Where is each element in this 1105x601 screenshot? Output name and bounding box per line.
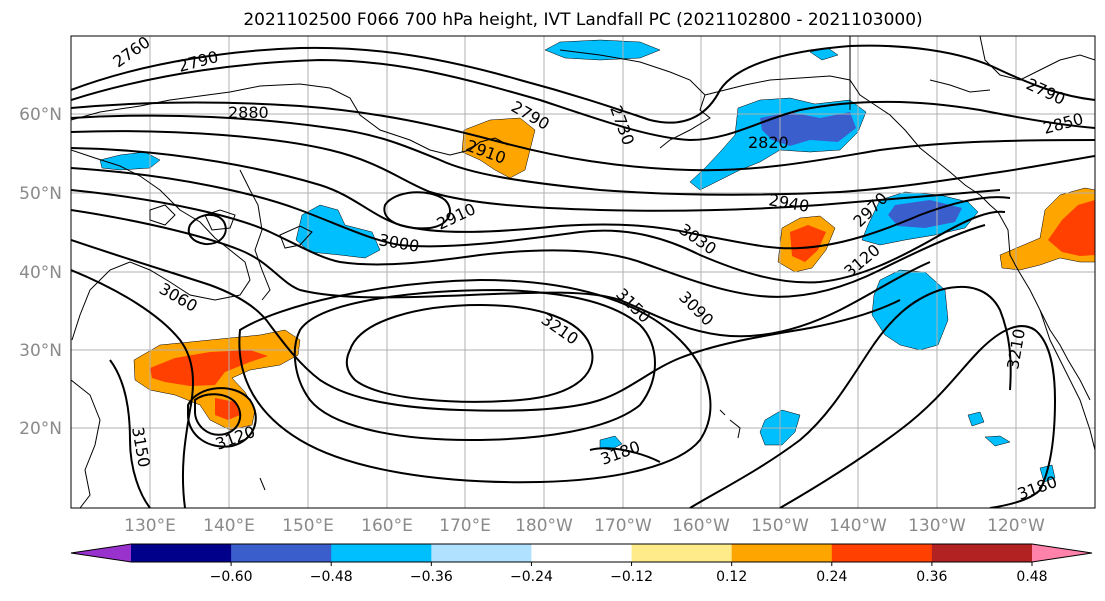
ivt-positive-core xyxy=(790,225,826,262)
ivt-positive-region xyxy=(461,117,536,179)
coastlines xyxy=(71,36,1095,508)
lon-tick-label: 170°W xyxy=(594,516,652,536)
lon-tick-label: 130°E xyxy=(124,516,176,536)
lat-tick-label: 60°N xyxy=(19,105,62,125)
ivt-positive-core xyxy=(1048,200,1095,256)
longitude-axis: 130°E 140°E 150°E 160°E 170°E 180°W 170°… xyxy=(124,516,1045,536)
lat-tick-label: 50°N xyxy=(19,184,62,204)
colorbar-tick-label: −0.24 xyxy=(510,569,553,585)
colorbar-bin xyxy=(931,544,1033,562)
lon-tick-label: 170°E xyxy=(439,516,491,536)
colorbar-bin xyxy=(731,544,833,562)
lat-tick-label: 20°N xyxy=(19,419,62,439)
colorbar-bin xyxy=(131,544,232,562)
ivt-negative-region xyxy=(967,411,985,427)
height-contours xyxy=(71,44,1095,508)
lon-tick-label: 160°W xyxy=(672,516,730,536)
figure-title: 2021102500 F066 700 hPa height, IVT Land… xyxy=(243,10,922,30)
ivt-positive-core xyxy=(150,350,268,386)
lon-tick-label: 180°W xyxy=(515,516,573,536)
ivt-negative-region xyxy=(99,151,161,171)
lat-tick-label: 30°N xyxy=(19,341,62,361)
colorbar-bin xyxy=(331,544,432,562)
colorbar-tick-label: −0.36 xyxy=(410,569,453,585)
colorbar-tick-label: −0.12 xyxy=(610,569,653,585)
colorbar-tick-label: 0.36 xyxy=(916,569,947,585)
colorbar-extend-min xyxy=(71,544,131,562)
map-panel: 2760 2790 2880 2790 2730 2910 2910 3000 … xyxy=(70,35,1096,509)
colorbar-tick-label: 0.48 xyxy=(1016,569,1047,585)
gridlines xyxy=(71,36,1095,508)
ivt-negative-core xyxy=(760,112,856,146)
contour-label: 2820 xyxy=(748,133,789,152)
lat-tick-label: 40°N xyxy=(19,263,62,283)
lon-tick-label: 120°W xyxy=(987,516,1045,536)
lon-tick-label: 150°E xyxy=(282,516,334,536)
colorbar-bin xyxy=(431,544,532,562)
latitude-axis: 60°N 50°N 40°N 30°N 20°N xyxy=(19,105,62,439)
lon-tick-label: 140°E xyxy=(203,516,255,536)
colorbar-bin xyxy=(231,544,332,562)
colorbar-tick-label: 0.24 xyxy=(816,569,847,585)
colorbar-tick-label: −0.48 xyxy=(310,569,353,585)
colorbar: −0.60 −0.48 −0.36 −0.24 −0.12 0.12 0.24 0.36 0.4… xyxy=(70,543,1093,585)
ivt-negative-region xyxy=(984,435,1011,447)
colorbar-tick-label: −0.60 xyxy=(210,569,253,585)
lon-tick-label: 150°W xyxy=(751,516,809,536)
colorbar-extend-max xyxy=(1032,544,1092,562)
lon-tick-label: 130°W xyxy=(908,516,966,536)
colorbar-bin xyxy=(531,544,633,562)
colorbar-outline xyxy=(70,543,1093,563)
ivt-negative-region xyxy=(599,435,623,451)
map-frame xyxy=(70,35,1096,509)
colorbar-bin xyxy=(631,544,733,562)
ivt-negative-region xyxy=(544,39,661,61)
colorbar-tick-label: 0.12 xyxy=(716,569,747,585)
lon-tick-label: 140°W xyxy=(829,516,887,536)
colorbar-bin xyxy=(831,544,933,562)
ivt-shading xyxy=(99,39,1095,483)
ivt-positive-core xyxy=(215,398,240,420)
lon-tick-label: 160°E xyxy=(361,516,413,536)
contour-label: 2880 xyxy=(228,103,269,122)
